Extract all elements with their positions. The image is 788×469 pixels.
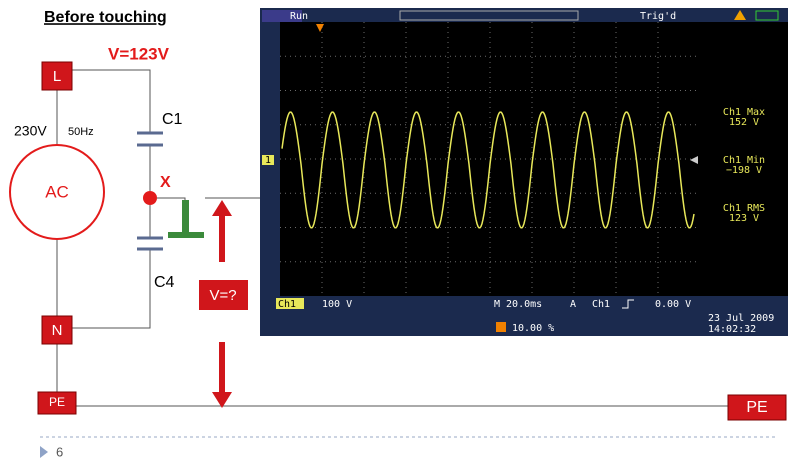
measurement-value: 152 V — [729, 117, 759, 128]
page-number: 6 — [56, 444, 63, 459]
unknown-voltage: V=? — [209, 287, 236, 304]
cap-top-label: C1 — [162, 111, 183, 128]
time: 14:02:32 — [708, 324, 756, 335]
supply-voltage: 230V — [14, 123, 47, 139]
slide: Before touching V=123V L 230V 50Hz AC C1… — [0, 0, 788, 464]
trigger-mode: A — [570, 299, 576, 310]
node-label: X — [160, 174, 171, 191]
arrow-up — [212, 200, 232, 262]
date: 23 Jul 2009 — [708, 313, 774, 324]
cap-bottom-label: C4 — [154, 274, 175, 291]
vertical-scale: 100 V — [322, 299, 352, 310]
frequency: 50Hz — [68, 126, 94, 138]
slide-title: Before touching — [44, 9, 167, 26]
voltage-note: V=123V — [108, 44, 170, 63]
measurement-value: 123 V — [729, 213, 759, 224]
footer-bullet — [40, 446, 48, 458]
measurement-value: −198 V — [726, 165, 762, 176]
source-label: AC — [45, 182, 69, 201]
channel: Ch1 — [278, 299, 296, 310]
arrow-down — [212, 342, 232, 408]
channel-marker: 1 — [265, 155, 271, 166]
line-label: L — [53, 68, 61, 85]
timebase: M 20.0ms — [494, 299, 542, 310]
node-x — [143, 191, 157, 205]
trigger-pos-icon — [496, 322, 506, 332]
trigger-state: Trig'd — [640, 11, 676, 22]
trigger-level: 0.00 V — [655, 299, 691, 310]
neutral-label: N — [52, 322, 63, 339]
capacitor-c4 — [137, 238, 163, 249]
trigger-position: 10.00 % — [512, 323, 554, 334]
earth-label-left: PE — [49, 395, 65, 409]
capacitor-c1 — [137, 133, 163, 145]
probe-stem — [182, 200, 189, 234]
status: Run — [290, 11, 308, 22]
earth-label-right: PE — [746, 399, 767, 416]
trigger-channel: Ch1 — [592, 299, 610, 310]
